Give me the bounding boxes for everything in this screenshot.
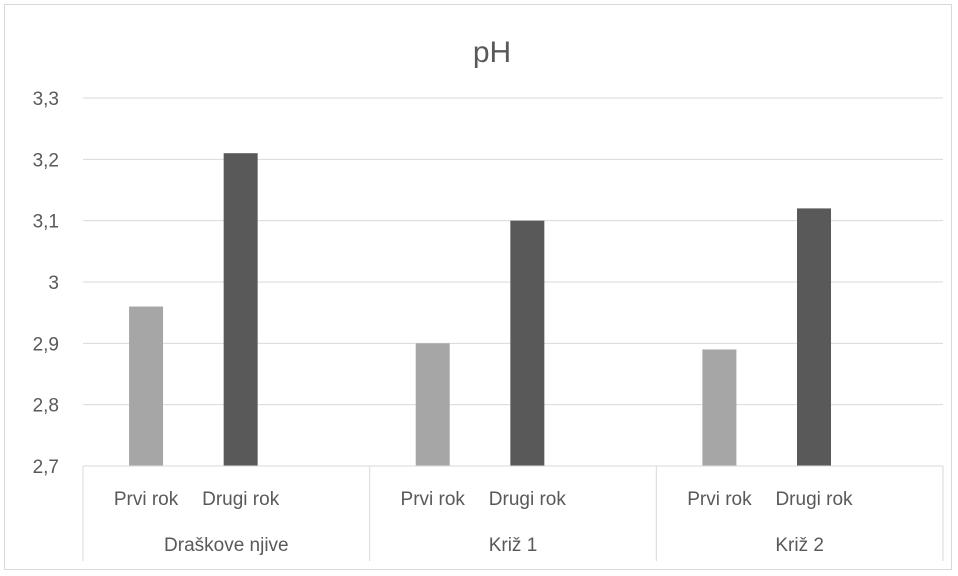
x-tick-label: Prvi rok <box>114 489 179 510</box>
x-tick-label: Prvi rok <box>401 489 466 510</box>
bar <box>129 306 164 466</box>
x-tick-label: Prvi rok <box>687 489 752 510</box>
x-tick-label: Drugi rok <box>202 489 280 510</box>
x-axis: Prvi rok Drugi rok Draškove njive Prvi rok D… <box>82 465 944 561</box>
bars <box>129 153 831 466</box>
bar <box>223 153 258 466</box>
group-label: Draškove njive <box>164 535 289 556</box>
bar <box>797 208 831 466</box>
y-tick-label: 3,3 <box>33 89 59 110</box>
bar <box>702 349 737 466</box>
x-tick-label: Drugi rok <box>489 489 567 510</box>
chart-frame: pH 2,7 2,8 2,9 3 3,1 3,2 3,3 Prvi rok Drugi rok… <box>4 4 952 570</box>
y-tick-label: 3,2 <box>33 150 59 171</box>
bar <box>510 220 545 466</box>
x-tick-label: Drugi rok <box>775 489 853 510</box>
y-tick-label: 2,7 <box>33 457 59 478</box>
bar <box>415 343 450 466</box>
y-tick-label: 2,8 <box>33 396 59 417</box>
group-label: Križ 2 <box>775 535 824 556</box>
chart-title: pH <box>473 36 511 69</box>
y-axis-tick-labels: 2,7 2,8 2,9 3 3,1 3,2 3,3 <box>33 89 59 478</box>
y-tick-label: 2,9 <box>33 334 59 355</box>
ph-bar-chart: pH 2,7 2,8 2,9 3 3,1 3,2 3,3 Prvi rok Drugi rok… <box>33 36 944 561</box>
y-tick-label: 3 <box>48 273 59 294</box>
y-tick-label: 3,1 <box>33 212 59 233</box>
group-label: Križ 1 <box>489 535 538 556</box>
